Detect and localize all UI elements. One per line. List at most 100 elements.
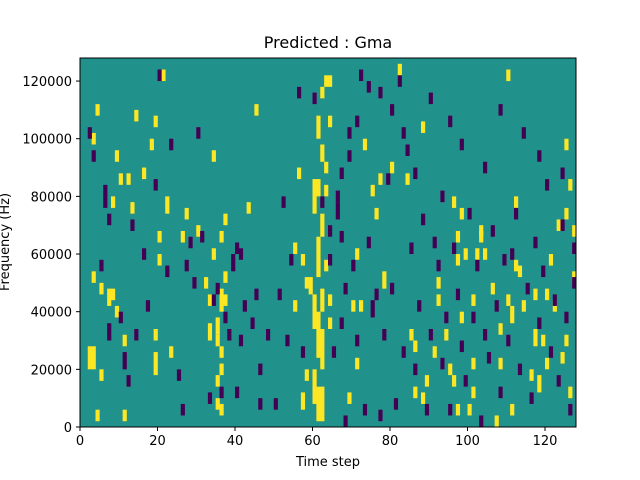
heatmap-cell-high <box>91 271 96 283</box>
heatmap-cell-high <box>169 346 174 358</box>
x-axis-label: Time step <box>295 455 360 470</box>
heatmap-cell-high <box>316 386 321 422</box>
heatmap-cell-high <box>421 392 426 404</box>
heatmap-cell-low <box>359 69 364 82</box>
heatmap-cell-low <box>320 196 325 208</box>
heatmap-cell-high <box>184 207 189 220</box>
heatmap-cell-high <box>149 138 154 151</box>
heatmap-cell-high <box>320 144 325 162</box>
heatmap-cell-high <box>316 115 321 139</box>
heatmap-cell-low <box>328 225 333 237</box>
heatmap-cell-low <box>428 92 433 105</box>
heatmap-cell-high <box>223 213 228 226</box>
heatmap-cell-high <box>153 352 158 376</box>
heatmap-cell-low <box>432 236 437 249</box>
heatmap-cell-low <box>525 282 530 295</box>
heatmap-cell-low <box>157 69 162 82</box>
heatmap-cell-high <box>320 213 325 237</box>
heatmap-cell-low <box>200 230 205 243</box>
heatmap-cell-high <box>211 248 216 260</box>
heatmap-cell-high <box>382 271 387 289</box>
heatmap-cell-high <box>254 104 259 116</box>
heatmap-cell-high <box>556 219 561 231</box>
heatmap-cell-low <box>440 357 445 370</box>
heatmap-cell-low <box>393 398 399 410</box>
heatmap-cell-high <box>215 317 220 335</box>
heatmap-cell-high <box>436 294 441 306</box>
heatmap-cell-low <box>572 277 577 289</box>
heatmap-cell-high <box>122 334 127 347</box>
heatmap-cell-high <box>207 323 213 341</box>
heatmap-cell-low <box>378 86 383 99</box>
heatmap-cell-high <box>545 288 550 301</box>
heatmap-cell-low <box>560 167 565 180</box>
heatmap-cell-high <box>498 357 503 370</box>
heatmap-cell-high <box>537 375 542 393</box>
heatmap-cell-low <box>440 190 445 203</box>
heatmap-cell-high <box>533 288 538 301</box>
heatmap-cell-high <box>157 230 162 243</box>
heatmap-cell-low <box>483 328 488 341</box>
heatmap-cell-low <box>289 254 294 266</box>
heatmap-cell-low <box>331 346 337 358</box>
heatmap-cell-high <box>405 173 410 185</box>
heatmap-cell-high <box>568 386 573 399</box>
heatmap-cell-low <box>215 282 220 295</box>
heatmap-cell-high <box>312 179 317 214</box>
heatmap-cell-high <box>165 196 170 214</box>
y-tick-label: 40000 <box>31 306 72 321</box>
heatmap-cell-high <box>471 386 476 399</box>
heatmap-cell-low <box>370 300 375 318</box>
heatmap-cell-low <box>285 334 290 347</box>
heatmap-cell-high <box>564 138 569 151</box>
heatmap-cell-high <box>506 69 511 82</box>
heatmap-cell-low <box>355 115 360 128</box>
heatmap-cell-low <box>548 346 554 358</box>
heatmap-cell-high <box>514 196 519 208</box>
heatmap-cell-high <box>552 300 557 312</box>
heatmap-cell-low <box>467 207 472 220</box>
heatmap-cell-high <box>196 225 201 237</box>
heatmap-cell-low <box>390 282 395 295</box>
heatmap-cell-high <box>510 305 515 324</box>
heatmap-cell-low <box>235 386 240 399</box>
heatmap-cell-high <box>533 328 538 347</box>
heatmap-cell-high <box>328 75 333 87</box>
heatmap-cell-low <box>184 259 189 272</box>
heatmap-cell-high <box>130 202 135 214</box>
heatmap-cell-low <box>281 196 286 208</box>
heatmap-cell-low <box>417 300 422 312</box>
heatmap-cell-high <box>347 392 352 404</box>
heatmap-cell-low <box>250 317 255 329</box>
heatmap-cell-low <box>118 311 123 324</box>
heatmap-cell-high <box>424 375 430 387</box>
heatmap-cell-high <box>475 248 480 260</box>
heatmap-cell-high <box>413 340 418 353</box>
heatmap-cell-low <box>103 184 108 208</box>
x-tick-label: 20 <box>149 434 166 449</box>
heatmap-cell-low <box>502 254 507 266</box>
heatmap-cell-low <box>231 254 236 272</box>
heatmap-cell-low <box>424 403 430 416</box>
heatmap-cell-high <box>467 403 472 416</box>
heatmap-cell-low <box>351 259 356 272</box>
heatmap-cell-high <box>436 277 441 289</box>
heatmap-cell-high <box>432 346 437 358</box>
heatmap-cell-high <box>304 277 309 289</box>
heatmap-cell-low <box>207 392 213 404</box>
heatmap-cell-low <box>235 242 240 255</box>
heatmap-cell-low <box>455 288 461 301</box>
x-tick-label: 120 <box>533 434 558 449</box>
chart-title: Predicted : Gma <box>264 33 392 52</box>
heatmap-cell-high <box>459 207 464 220</box>
heatmap-cell-low <box>421 213 426 226</box>
heatmap-cell-low <box>258 398 263 410</box>
heatmap-cell-low <box>107 213 112 226</box>
heatmap-cell-high <box>99 282 104 295</box>
heatmap-cell-low <box>219 386 224 399</box>
heatmap-cell-low <box>254 288 259 301</box>
y-tick-label: 0 <box>64 421 72 436</box>
heatmap-cell-high <box>207 294 213 306</box>
heatmap-cell-low <box>134 328 139 341</box>
heatmap-cell-high <box>510 403 515 416</box>
